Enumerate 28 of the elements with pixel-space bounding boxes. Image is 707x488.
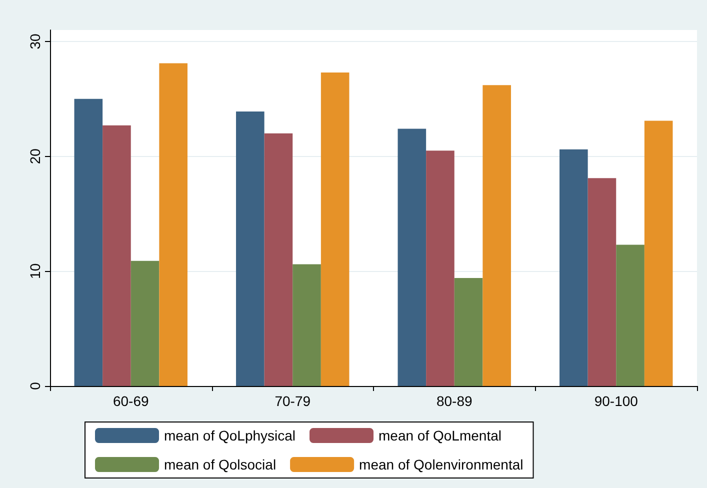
y-tick-label: 10 xyxy=(27,263,43,279)
bar xyxy=(398,128,426,386)
legend-label: mean of Qolenvironmental xyxy=(359,456,524,472)
bar xyxy=(426,150,454,386)
bar xyxy=(588,178,616,386)
bar xyxy=(320,72,350,386)
legend-label: mean of QoLmental xyxy=(378,428,502,444)
bar xyxy=(264,133,293,386)
y-tick-label: 0 xyxy=(27,382,43,390)
x-tick-label: 90-100 xyxy=(594,393,638,409)
y-tick-label: 20 xyxy=(27,148,43,164)
bar xyxy=(292,264,321,386)
x-tick-label: 60-69 xyxy=(112,393,149,409)
legend-label: mean of QoLphysical xyxy=(164,428,296,444)
bar xyxy=(159,63,188,386)
bar xyxy=(616,244,644,386)
bar xyxy=(454,278,483,386)
bar xyxy=(74,98,103,386)
bar xyxy=(130,260,160,386)
bar xyxy=(102,125,131,386)
x-tick-label: 80-89 xyxy=(436,393,472,409)
bar xyxy=(644,120,673,386)
bar xyxy=(236,112,264,386)
bar xyxy=(560,149,588,386)
legend-label: mean of Qolsocial xyxy=(164,456,276,472)
bar xyxy=(482,85,511,386)
x-tick-label: 70-79 xyxy=(274,393,311,409)
y-tick-label: 30 xyxy=(27,33,43,50)
